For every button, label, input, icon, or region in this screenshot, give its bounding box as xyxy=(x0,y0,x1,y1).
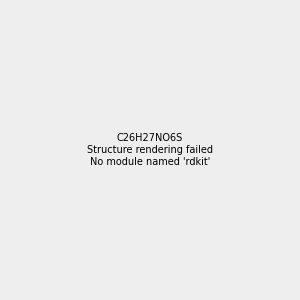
Text: C26H27NO6S
Structure rendering failed
No module named 'rdkit': C26H27NO6S Structure rendering failed No… xyxy=(87,134,213,166)
